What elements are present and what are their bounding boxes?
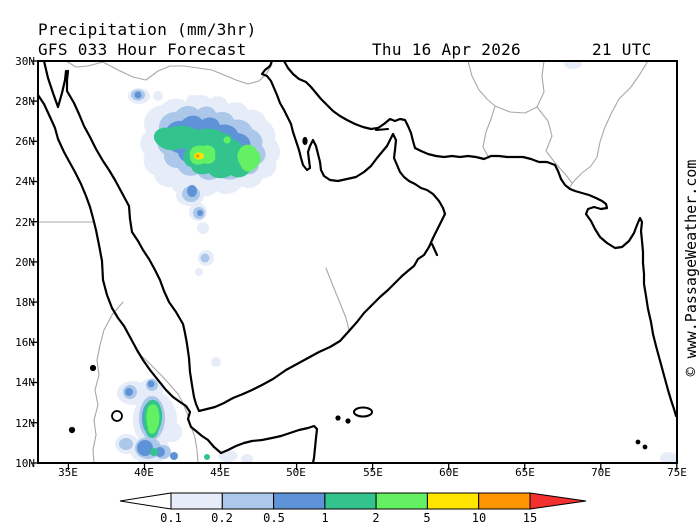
lat-label-10n: 10N bbox=[15, 457, 35, 470]
lon-label-50e: 50E bbox=[286, 466, 306, 479]
colorbar-seg-3 bbox=[273, 492, 326, 510]
lat-label-18n: 18N bbox=[15, 296, 35, 309]
colorbar-seg-4 bbox=[324, 492, 377, 510]
colorbar-seg-5 bbox=[375, 492, 428, 510]
lon-label-70e: 70E bbox=[591, 466, 611, 479]
colorbar-label-15: 15 bbox=[522, 511, 538, 525]
precip-level7 bbox=[195, 154, 200, 158]
colorbar-label-2: 2 bbox=[372, 511, 380, 525]
country-borders bbox=[38, 61, 649, 463]
colorbar bbox=[119, 492, 587, 510]
precipitation-overlay bbox=[115, 61, 677, 463]
page-title: Precipitation (mm/3hr) bbox=[38, 20, 257, 39]
colorbar-seg-7 bbox=[478, 492, 531, 510]
lat-label-26n: 26N bbox=[15, 135, 35, 148]
colorbar-seg-2 bbox=[221, 492, 275, 510]
lat-label-16n: 16N bbox=[15, 336, 35, 349]
lat-label-30n: 30N bbox=[15, 55, 35, 68]
valid-date: Thu 16 Apr 2026 bbox=[372, 40, 521, 59]
colorbar-label-1: 1 bbox=[321, 511, 329, 525]
colorbar-seg-6 bbox=[426, 492, 480, 510]
colorbar-label-0-1: 0.1 bbox=[160, 511, 182, 525]
lon-label-40e: 40E bbox=[134, 466, 154, 479]
map-frame-and-ticks bbox=[31, 60, 678, 470]
coastlines bbox=[38, 61, 677, 463]
colorbar-under-arrow bbox=[119, 492, 172, 510]
colorbar-label-10: 10 bbox=[471, 511, 487, 525]
valid-time: 21 UTC bbox=[592, 40, 652, 59]
colorbar-seg-1 bbox=[170, 492, 223, 510]
lat-label-14n: 14N bbox=[15, 376, 35, 389]
lon-label-35e: 35E bbox=[58, 466, 78, 479]
colorbar-label-0-2: 0.2 bbox=[211, 511, 233, 525]
colorbar-label-0-5: 0.5 bbox=[263, 511, 285, 525]
lon-label-55e: 55E bbox=[363, 466, 383, 479]
lat-label-24n: 24N bbox=[15, 175, 35, 188]
lon-label-75e: 75E bbox=[667, 466, 687, 479]
lon-label-45e: 45E bbox=[210, 466, 230, 479]
lat-label-22n: 22N bbox=[15, 216, 35, 229]
lat-label-12n: 12N bbox=[15, 417, 35, 430]
colorbar-label-5: 5 bbox=[423, 511, 431, 525]
lat-ticks bbox=[31, 60, 38, 464]
model-forecast-label: GFS 033 Hour Forecast bbox=[38, 40, 247, 59]
lon-label-65e: 65E bbox=[515, 466, 535, 479]
colorbar-over-arrow bbox=[529, 492, 587, 510]
lon-ticks bbox=[67, 463, 678, 470]
lat-label-28n: 28N bbox=[15, 95, 35, 108]
lat-label-20n: 20N bbox=[15, 256, 35, 269]
lon-label-60e: 60E bbox=[439, 466, 459, 479]
